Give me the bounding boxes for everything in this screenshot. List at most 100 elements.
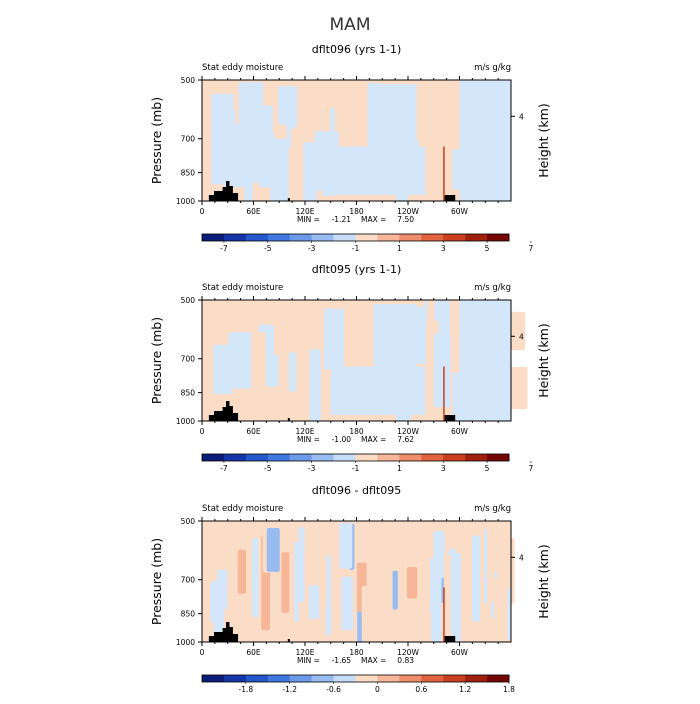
contour-band: [483, 529, 488, 604]
colorbar-swatch: [267, 675, 291, 682]
contour-band: [210, 581, 220, 623]
contour-band: [489, 535, 495, 602]
colorbar-swatch: [465, 454, 488, 461]
x-tick-label: 60W: [451, 427, 469, 436]
contour-band: [406, 567, 418, 599]
y-tick-label: 1000: [176, 638, 195, 647]
colorbar-swatch: [245, 675, 269, 682]
contour-band: [266, 528, 280, 572]
contour-band: [298, 527, 305, 602]
y-right-tick-label: 4: [519, 112, 524, 121]
colorbar-tick-label: 1.2: [459, 685, 471, 694]
min-value: -1.21: [332, 215, 352, 224]
colorbar-swatch: [311, 234, 334, 241]
contour-band: [507, 588, 512, 640]
y-tick-label: 700: [181, 355, 196, 364]
y-axis-label: Pressure (mb): [149, 97, 164, 184]
colorbar-tick-label: 0.6: [415, 685, 427, 694]
colorbar-tick-label: 5: [485, 464, 490, 473]
colorbar-swatch: [421, 234, 444, 241]
contour-band: [281, 552, 290, 613]
min-label: MIN =: [297, 656, 320, 665]
y-axis-label: Pressure (mb): [149, 538, 164, 625]
colorbar-swatch: [355, 675, 378, 682]
colorbar-tick-label: -3: [308, 464, 316, 473]
contour-band: [373, 304, 417, 371]
colorbar-swatch: [289, 675, 312, 682]
y-tick-label: 850: [181, 389, 196, 398]
contour-band: [294, 541, 299, 622]
colorbar-tick-label: -7: [220, 464, 228, 473]
colorbar: -1.8 -1.2 -0.6 0 0.6 1.2 1.8: [201, 674, 515, 694]
topography-small: [287, 198, 290, 201]
colorbar-swatch: [267, 234, 291, 241]
colorbar-swatch: [443, 675, 466, 682]
colorbar-tick-label: -1.8: [239, 685, 254, 694]
topography-small: [287, 639, 290, 642]
colorbar-tick-label: -5: [264, 464, 272, 473]
y-axis-right-label: Height (km): [536, 103, 551, 177]
contour-band: [202, 317, 211, 405]
contour-band: [324, 308, 344, 370]
colorbar-tick-label: -5: [264, 244, 272, 253]
min-label: MIN =: [297, 435, 320, 444]
max-label: MAX =: [361, 435, 386, 444]
topography-andes: [444, 195, 456, 201]
andes-streak: [443, 366, 445, 421]
min-label: MIN =: [297, 215, 320, 224]
colorbar-swatch: [223, 454, 247, 461]
contour-band: [252, 538, 259, 618]
max-value: 7.50: [397, 215, 414, 224]
contour-band: [443, 86, 464, 150]
x-tick-label: 120E: [295, 648, 314, 657]
panel-title: dflt095 (yrs 1-1): [312, 263, 402, 276]
topography-tibet: [208, 401, 239, 421]
y-tick-label: 1000: [176, 417, 195, 426]
contour-band: [354, 314, 367, 359]
y-tick-label: 500: [181, 76, 196, 85]
min-value: -1.65: [332, 656, 352, 665]
y-axis-label: Pressure (mb): [149, 317, 164, 404]
panel-right-label: m/s g/kg: [474, 504, 511, 514]
colorbar-swatch: [245, 234, 269, 241]
x-tick-label: 60W: [451, 648, 469, 657]
colorbar-swatch: [487, 234, 510, 241]
colorbar-swatch: [333, 234, 356, 241]
contour-band: [422, 533, 431, 623]
y-tick-label: 700: [181, 135, 196, 144]
figure-suptitle: MAM: [330, 15, 371, 35]
y-tick-label: 500: [181, 296, 196, 305]
colorbar-tick-label: -1.2: [282, 685, 297, 694]
panel-left-label: Stat eddy moisture: [202, 504, 283, 514]
colorbar-tick-label: 0: [375, 685, 380, 694]
panel-3: dflt096 - dflt095 Stat eddy moisture m/s g…: [149, 484, 551, 694]
colorbar-swatch: [355, 454, 378, 461]
contour-band: [278, 86, 298, 125]
colorbar-tick-label: -3: [308, 244, 316, 253]
x-tick-label: 0: [200, 207, 205, 216]
colorbar-swatch: [421, 454, 444, 461]
contour-band: [325, 556, 332, 636]
colorbar-swatch: [267, 454, 291, 461]
x-tick-label: 60E: [246, 427, 261, 436]
topography-tibet: [208, 181, 239, 201]
contour-band: [309, 524, 320, 558]
contour-band: [221, 348, 246, 388]
topography-small: [287, 418, 290, 421]
colorbar-swatch: [377, 234, 400, 241]
colorbar-swatch: [465, 675, 488, 682]
contour-band: [270, 570, 283, 642]
contour-band: [223, 124, 246, 188]
contour-band: [451, 552, 461, 642]
colorbar-swatch: [377, 454, 400, 461]
y-tick-label: 700: [181, 576, 196, 585]
colorbar-swatch: [421, 675, 444, 682]
colorbar-swatch: [202, 454, 225, 461]
colorbar-tick-label: 1.8: [503, 685, 515, 694]
contour-band: [508, 367, 528, 410]
y-right-tick-label: 4: [519, 332, 524, 341]
colorbar-swatch: [399, 454, 422, 461]
colorbar-swatch: [202, 675, 225, 682]
y-tick-label: 850: [181, 610, 196, 619]
colorbar-swatch: [311, 675, 334, 682]
